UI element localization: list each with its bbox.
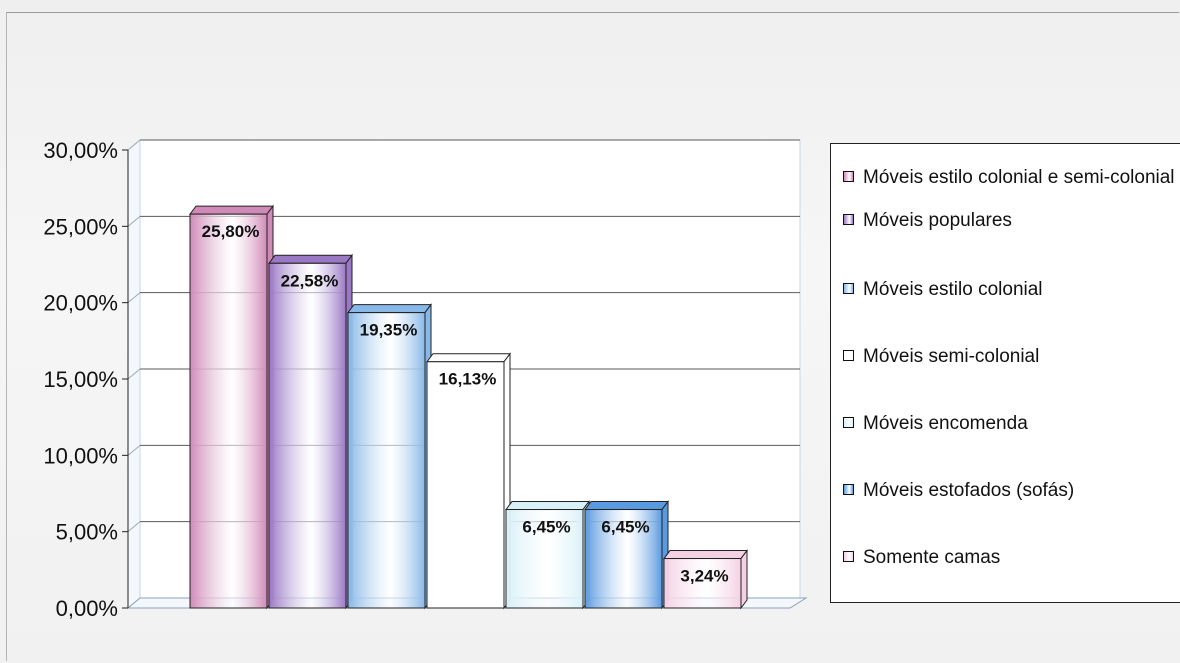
gridline-diagonal bbox=[127, 444, 141, 456]
data-label: 19,35% bbox=[360, 321, 418, 340]
legend-label: Móveis encomenda bbox=[863, 413, 1028, 434]
bar-chart: 0,00% 5,00% 10,00% 15,00% 20,00% 25,00% 30,00%… bbox=[43, 138, 808, 621]
bar bbox=[663, 549, 748, 610]
legend-item: Móveis semi-colonial bbox=[843, 344, 1180, 369]
y-tick-label: 15,00% bbox=[43, 367, 118, 392]
y-tick-label: 25,00% bbox=[43, 214, 118, 239]
legend-label: Somente camas bbox=[863, 547, 1001, 568]
y-tick-label: 0,00% bbox=[56, 596, 118, 621]
y-tick-label: 5,00% bbox=[56, 520, 118, 545]
bar-top bbox=[267, 254, 354, 264]
bar bbox=[189, 204, 274, 610]
legend-item: Móveis estilo colonial bbox=[843, 277, 1180, 302]
data-label: 6,45% bbox=[601, 518, 649, 537]
legend-label: Móveis estofados (sofás) bbox=[863, 480, 1075, 501]
legend-item: Móveis populares bbox=[843, 208, 1180, 233]
legend-swatch bbox=[843, 484, 854, 495]
data-label: 16,13% bbox=[439, 370, 497, 389]
data-labels: 25,80% 22,58% 19,35% 16,13% 6,45% 6,45% 3,24% bbox=[202, 222, 729, 585]
legend-label: Móveis populares bbox=[863, 210, 1012, 231]
legend-label: Móveis semi-colonial bbox=[863, 346, 1040, 367]
legend-swatch bbox=[843, 283, 854, 294]
bar-top bbox=[426, 353, 511, 363]
legend-swatch bbox=[843, 171, 854, 182]
bars bbox=[189, 204, 748, 610]
bar-front bbox=[584, 509, 663, 609]
bar bbox=[267, 253, 354, 610]
bar-front bbox=[426, 361, 505, 609]
legend-label: Móveis estilo colonial e semi-colonial bbox=[863, 167, 1175, 188]
y-axis: 0,00% 5,00% 10,00% 15,00% 20,00% 25,00% 30,00% bbox=[43, 138, 129, 621]
gridline-diagonal bbox=[127, 292, 141, 304]
chart-frame bbox=[6, 12, 1179, 661]
bar-front bbox=[505, 509, 584, 609]
gridline-diagonal bbox=[127, 521, 141, 533]
data-label: 25,80% bbox=[202, 222, 260, 241]
bar bbox=[347, 303, 432, 610]
gridline-diagonal bbox=[127, 368, 141, 380]
gridline-diagonal bbox=[127, 215, 141, 227]
legend: Móveis estilo colonial e semi-colonial Mó… bbox=[830, 143, 1180, 603]
legend-item: Móveis estofados (sofás) bbox=[843, 478, 1180, 503]
legend-swatch bbox=[843, 551, 854, 562]
y-tick-label: 20,00% bbox=[43, 291, 118, 316]
bar bbox=[426, 352, 511, 610]
bar-front bbox=[189, 213, 268, 609]
bar-side bbox=[740, 549, 748, 610]
legend-label: Móveis estilo colonial bbox=[863, 279, 1043, 300]
bar-front bbox=[663, 558, 742, 609]
y-tick-label: 10,00% bbox=[43, 443, 118, 468]
data-label: 3,24% bbox=[680, 567, 728, 586]
data-label: 22,58% bbox=[281, 271, 339, 290]
bar-top bbox=[584, 501, 669, 511]
legend-item: Móveis encomenda bbox=[843, 411, 1180, 436]
bar-front bbox=[268, 262, 347, 609]
bar-top bbox=[347, 304, 432, 314]
bar-top bbox=[189, 205, 274, 215]
legend-swatch bbox=[843, 417, 854, 428]
bar-front bbox=[347, 312, 426, 609]
data-label: 6,45% bbox=[522, 518, 570, 537]
legend-item: Móveis estilo colonial e semi-colonial bbox=[843, 165, 1180, 190]
legend-item: Somente camas bbox=[843, 545, 1180, 570]
y-tick-label: 30,00% bbox=[43, 138, 118, 163]
legend-swatch bbox=[843, 350, 854, 361]
bar-top bbox=[663, 550, 748, 560]
gridline-diagonal bbox=[127, 139, 141, 151]
legend-swatch bbox=[843, 214, 854, 225]
bar-top bbox=[505, 501, 590, 511]
